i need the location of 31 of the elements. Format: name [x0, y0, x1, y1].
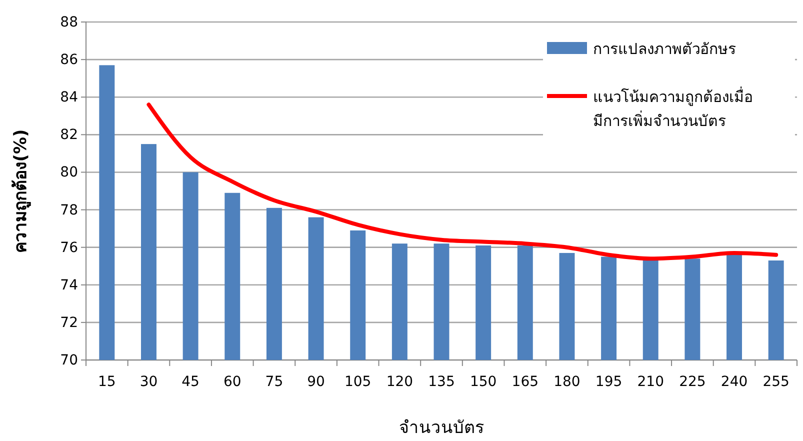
x-tick-label: 90 [307, 374, 325, 390]
x-tick-label: 195 [595, 374, 622, 390]
x-tick-label: 75 [265, 374, 284, 390]
x-tick-label: 225 [679, 374, 706, 390]
x-tick-label: 255 [762, 374, 790, 390]
x-tick-label: 120 [386, 374, 414, 390]
y-tick-label: 70 [60, 352, 78, 368]
x-axis-title: จำนวนบัตร [399, 418, 484, 438]
x-tick-label: 150 [470, 374, 497, 390]
y-axis-title: ความถูกต้อง(%) [11, 129, 32, 253]
x-tick-label: 45 [182, 374, 200, 390]
y-tick-label: 88 [60, 14, 78, 30]
y-tick-label: 82 [60, 127, 78, 144]
x-tick-label: 15 [98, 374, 116, 390]
x-tick-label: 165 [512, 374, 539, 390]
x-tick-label: 30 [140, 374, 158, 390]
y-tick-label: 72 [60, 314, 78, 331]
y-tick-label: 78 [60, 202, 78, 218]
legend-label: แนวโน้มความถูกต้องเมื่อมีการเพิ่มจำนวนบัตร [593, 86, 753, 130]
x-tick-label: 105 [344, 374, 372, 390]
y-tick-label: 84 [60, 90, 78, 106]
y-tick-label: 80 [60, 164, 78, 181]
x-tick-label: 210 [637, 374, 664, 390]
x-tick-label: 180 [554, 374, 580, 390]
x-tick-label: 60 [223, 374, 242, 390]
y-tick-label: 76 [60, 240, 78, 256]
y-tick-label: 74 [60, 277, 78, 294]
x-tick-label: 135 [428, 374, 455, 390]
x-tick-label: 240 [720, 374, 748, 390]
y-tick-label: 86 [60, 52, 78, 68]
legend-label: การแปลงภาพตัวอักษร [593, 40, 736, 58]
